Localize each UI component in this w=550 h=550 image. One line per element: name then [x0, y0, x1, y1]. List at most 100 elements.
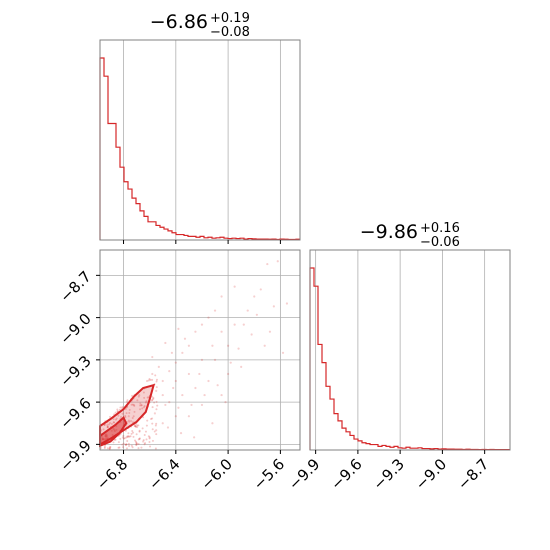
scatter-point [240, 365, 243, 369]
scatter-point [190, 403, 193, 407]
scatter-point [151, 378, 154, 381]
scatter-point [121, 446, 124, 449]
scatter-point [132, 431, 135, 434]
scatter-point [203, 393, 206, 397]
scatter-point [131, 403, 134, 406]
scatter-point [285, 302, 289, 305]
scatter-point [117, 446, 120, 449]
scatter-point [161, 393, 164, 397]
scatter-point [172, 386, 175, 390]
scatter-point [157, 365, 160, 369]
scatter-point [108, 447, 111, 450]
scatter-xtick-label-1: −6.4 [145, 455, 183, 493]
scatter-point [130, 432, 133, 435]
scatter-point [126, 399, 129, 402]
scatter-point [121, 405, 124, 408]
scatter-point [146, 419, 149, 422]
scatter-point [135, 442, 138, 445]
scatter-point [155, 378, 158, 381]
x-tick-labels-param1: −6.8 −6.4 −6.0 −5.6 [93, 455, 288, 493]
scatter-point [125, 436, 128, 439]
scatter-point [106, 425, 109, 428]
scatter-point [138, 393, 141, 397]
scatter-point [114, 418, 117, 421]
scatter-grid [100, 250, 300, 450]
scatter-point [148, 436, 151, 439]
scatter-point [130, 420, 133, 423]
scatter-point [118, 446, 121, 449]
scatter-point [126, 436, 129, 439]
scatter-point [216, 384, 219, 387]
scatter-point [149, 445, 152, 448]
scatter-point [124, 416, 127, 419]
scatter-point [151, 428, 154, 431]
scatter-point [109, 445, 112, 448]
scatter-point [120, 416, 123, 419]
scatter-point [150, 399, 153, 402]
scatter-point [122, 437, 125, 440]
scatter-point [110, 422, 113, 425]
scatter-point [161, 379, 164, 383]
scatter-point [133, 404, 136, 407]
scatter-point [138, 438, 141, 441]
scatter-point [127, 442, 130, 445]
scatter-point [114, 438, 117, 441]
scatter-point [127, 419, 130, 422]
scatter-point [137, 447, 140, 450]
scatter-ytick-label-4: −9.9 [56, 436, 94, 474]
scatter-point [108, 446, 111, 449]
scatter-point [131, 429, 134, 432]
scatter-point [108, 447, 111, 450]
scatter-point [143, 396, 146, 399]
scatter-point [161, 422, 164, 425]
scatter-point [134, 425, 137, 428]
scatter-point [174, 415, 177, 418]
scatter-point [136, 426, 139, 429]
scatter-point [112, 418, 115, 421]
param2-xtick-label-3: −9.0 [412, 455, 450, 493]
scatter-point [253, 295, 256, 298]
scatter-point [174, 361, 177, 364]
scatter-ytick-label-2: −9.3 [56, 352, 94, 390]
scatter-point [151, 417, 154, 420]
scatter-point [145, 424, 148, 427]
scatter-point [151, 355, 154, 359]
scatter-point [122, 442, 125, 445]
scatter-point [148, 437, 151, 440]
marginal-histogram-param1: −6.86 +0.19 −0.08 [99, 11, 301, 244]
scatter-point [130, 444, 133, 447]
scatter-point [125, 443, 128, 446]
scatter-point [115, 417, 118, 420]
scatter-point [145, 379, 149, 383]
scatter-point [119, 406, 122, 409]
scatter-point [121, 412, 124, 415]
scatter-point [135, 441, 138, 444]
scatter-point [207, 316, 210, 319]
scatter-point [154, 424, 157, 427]
scatter-point [121, 436, 124, 439]
scatter-point [127, 432, 130, 435]
scatter-point [156, 404, 159, 407]
scatter-point [133, 424, 136, 427]
scatter-ytick-label-3: −9.6 [56, 394, 94, 432]
scatter-point [200, 323, 204, 326]
scatter-point [151, 406, 154, 409]
scatter-point [138, 437, 141, 440]
scatter-point [143, 404, 146, 407]
scatter-point [263, 344, 266, 347]
scatter-point [153, 430, 156, 433]
scatter-point [140, 404, 143, 407]
scatter-point [106, 447, 109, 450]
scatter-point [128, 412, 131, 415]
scatter-point [148, 378, 151, 381]
scatter-point [148, 441, 151, 444]
scatter-point [136, 399, 139, 402]
scatter-point [255, 313, 258, 316]
scatter-point [131, 446, 134, 449]
scatter-point [144, 442, 147, 445]
scatter-point [131, 417, 134, 420]
scatter-point [166, 426, 170, 429]
scatter-point [281, 351, 285, 354]
scatter-point [266, 262, 269, 266]
